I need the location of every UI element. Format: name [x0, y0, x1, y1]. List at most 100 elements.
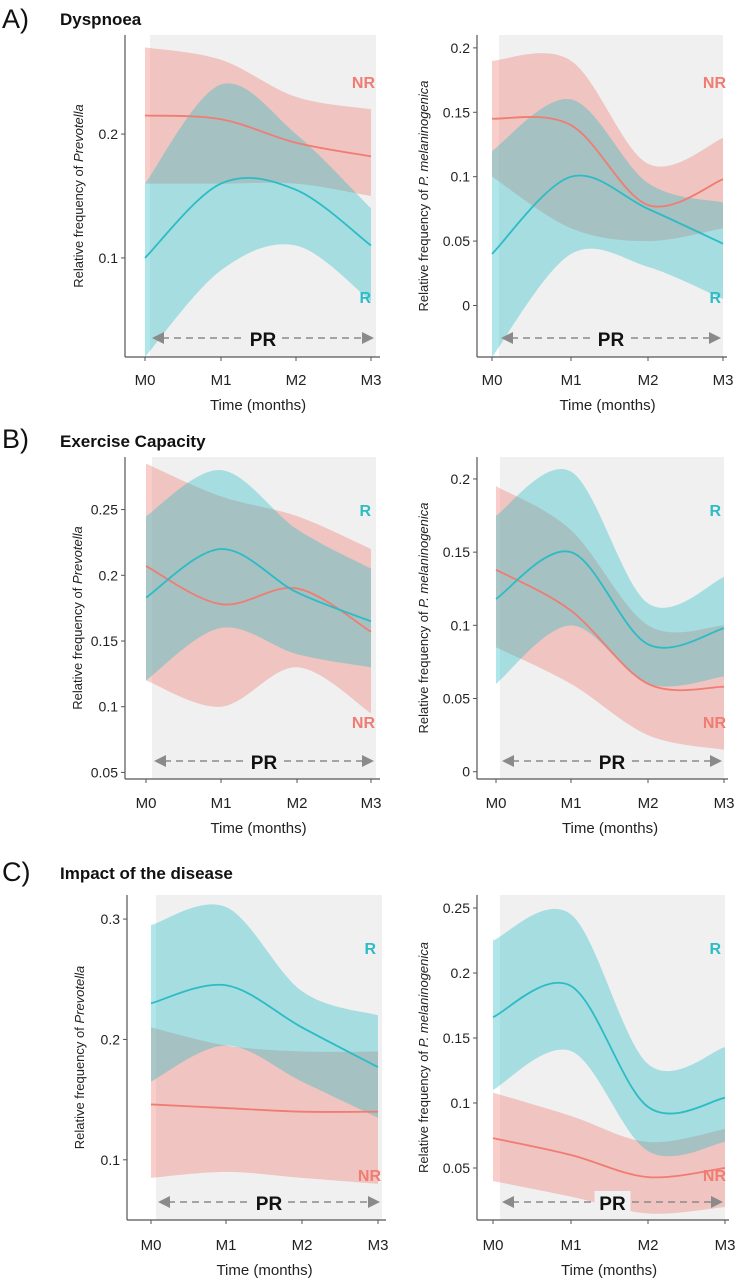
y-tick-label: 0.1	[451, 1095, 471, 1111]
x-tick-label: M3	[713, 372, 734, 389]
series-line-nr	[495, 568, 725, 692]
group-label-responders: R	[359, 290, 371, 307]
confidence-band-nr	[496, 486, 724, 750]
y-axis-label-prefix: Relative frequency of	[71, 162, 86, 288]
pr-shading	[150, 35, 376, 357]
pr-shading	[500, 895, 725, 1220]
group-label-non-responders: NR	[352, 715, 376, 732]
y-axis-label-prefix: Relative frequency of	[72, 1024, 87, 1150]
y-tick-label: 0.15	[443, 1030, 470, 1046]
pr-label: PR	[256, 1194, 283, 1215]
y-axis-label: Relative frequency of Prevotella	[70, 526, 85, 710]
group-label-non-responders: NR	[352, 75, 376, 92]
section-a-tag: A)	[2, 4, 29, 34]
pr-arrow-left-head	[502, 755, 514, 767]
pr-shading	[500, 457, 724, 779]
series-line-nr	[491, 116, 724, 208]
group-label-non-responders: NR	[358, 1168, 382, 1185]
pr-arrow-right-head	[710, 755, 722, 767]
y-axis-label-taxon: P. melaninogenica	[416, 942, 431, 1047]
y-axis-label-taxon: P. melaninogenica	[416, 80, 431, 185]
x-tick-label: M2	[292, 1237, 313, 1254]
x-tick-label: M0	[136, 795, 157, 812]
group-label-responders: R	[709, 290, 721, 307]
y-tick-label: 0.1	[99, 699, 119, 715]
y-tick-label: 0	[462, 764, 470, 780]
y-tick-label: 0.2	[451, 965, 471, 981]
y-axis-label: Relative frequency of P. melaninogenica	[416, 502, 431, 733]
confidence-band-nr	[151, 1027, 378, 1184]
pr-label: PR	[250, 330, 277, 351]
x-tick-label: M3	[714, 795, 735, 812]
y-axis-label-prefix: Relative frequency of	[70, 584, 85, 710]
x-axis-label: Time (months)	[562, 820, 658, 837]
pr-arrow-left-head	[501, 332, 513, 344]
series-line-r	[150, 983, 379, 1068]
y-tick-label: 0.3	[101, 911, 121, 927]
y-tick-label: 0.15	[443, 544, 470, 560]
x-tick-label: M2	[287, 795, 308, 812]
group-label-non-responders: NR	[703, 75, 727, 92]
y-axis-label-prefix: Relative frequency of	[416, 186, 431, 312]
confidence-band-r	[146, 470, 371, 681]
y-tick-label: 0.05	[91, 764, 118, 780]
x-tick-label: M0	[486, 795, 507, 812]
series-line-nr	[150, 1103, 379, 1113]
series-line-r	[145, 548, 372, 623]
y-tick-label: 0.2	[99, 126, 119, 142]
pr-shading	[499, 35, 723, 357]
y-tick-label: 0.25	[91, 502, 118, 518]
x-axis-label: Time (months)	[210, 397, 306, 414]
y-tick-label: 0.1	[99, 250, 119, 266]
x-axis-label: Time (months)	[561, 1262, 657, 1279]
y-tick-label: 0.15	[443, 104, 470, 120]
x-tick-label: M2	[638, 795, 659, 812]
y-tick-label: 0.05	[443, 691, 470, 707]
y-axis-label-taxon: P. melaninogenica	[416, 502, 431, 607]
series-line-r	[491, 174, 724, 255]
confidence-band-r	[151, 904, 378, 1118]
confidence-band-nr	[493, 1092, 725, 1214]
pr-label: PR	[599, 1194, 626, 1215]
y-axis-label-taxon: Prevotella	[72, 966, 87, 1024]
section-a-title: Dyspnoea	[60, 10, 142, 29]
confidence-band-nr	[492, 53, 723, 242]
pr-label-bg	[593, 327, 629, 349]
pr-label-bg	[594, 1191, 631, 1213]
x-tick-label: M3	[715, 1237, 736, 1254]
y-tick-label: 0.1	[101, 1152, 121, 1168]
pr-arrow-right-head	[709, 332, 721, 344]
x-tick-label: M2	[286, 372, 307, 389]
series-line-r	[144, 176, 372, 259]
group-label-non-responders: NR	[703, 715, 727, 732]
pr-arrow-right-head	[711, 1196, 723, 1208]
series-line-nr	[144, 114, 372, 158]
pr-label: PR	[599, 753, 626, 774]
x-tick-label: M0	[141, 1237, 162, 1254]
x-tick-label: M1	[211, 372, 232, 389]
x-tick-label: M0	[135, 372, 156, 389]
pr-shading	[152, 457, 376, 779]
section-b-title: Exercise Capacity	[60, 432, 206, 451]
y-tick-label: 0.25	[443, 900, 470, 916]
y-tick-label: 0.2	[101, 1031, 121, 1047]
y-axis-label: Relative frequency of Prevotella	[72, 966, 87, 1150]
x-axis-label: Time (months)	[216, 1262, 312, 1279]
pr-shading	[156, 895, 382, 1220]
y-axis-label-taxon: Prevotella	[71, 104, 86, 162]
x-tick-label: M1	[561, 795, 582, 812]
y-tick-label: 0.2	[451, 40, 471, 56]
confidence-band-r	[493, 908, 725, 1157]
pr-arrow-left-head	[158, 1196, 170, 1208]
x-axis-label: Time (months)	[559, 397, 655, 414]
confidence-band-nr	[146, 463, 371, 714]
group-label-responders: R	[364, 941, 376, 958]
pr-label: PR	[251, 753, 278, 774]
y-tick-label: 0.2	[451, 471, 471, 487]
section-b-tag: B)	[2, 424, 29, 454]
series-line-nr	[492, 1137, 726, 1179]
pr-arrow-right-head	[362, 332, 374, 344]
